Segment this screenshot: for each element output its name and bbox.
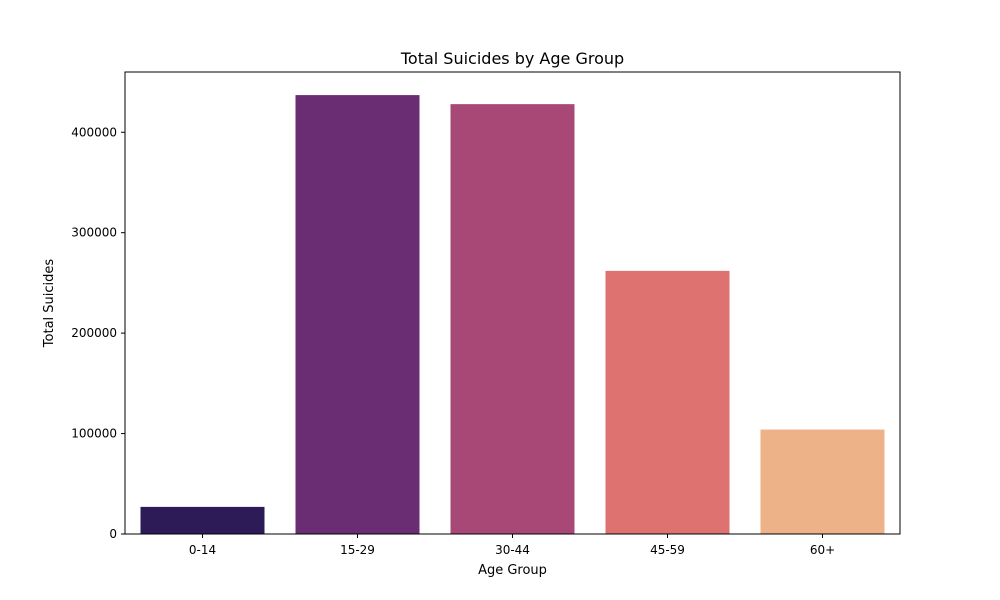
x-tick-label: 0-14 xyxy=(189,543,216,557)
x-tick-label: 15-29 xyxy=(340,543,375,557)
y-tick-label: 100000 xyxy=(71,427,117,441)
x-tick-label: 60+ xyxy=(810,543,835,557)
x-tick-label: 45-59 xyxy=(650,543,685,557)
y-tick-label: 200000 xyxy=(71,326,117,340)
bar-30-44 xyxy=(450,104,575,534)
x-tick-label: 30-44 xyxy=(495,543,530,557)
x-axis: 0-14 15-29 30-44 45-59 60+ xyxy=(189,534,835,557)
bar-45-59 xyxy=(605,270,730,534)
bar-15-29 xyxy=(295,95,420,534)
x-axis-label: Age Group xyxy=(478,563,547,578)
chart-title: Total Suicides by Age Group xyxy=(400,49,624,68)
y-tick-label: 300000 xyxy=(71,226,117,240)
y-axis: 0 100000 200000 300000 400000 xyxy=(71,125,125,541)
y-tick-label: 0 xyxy=(109,527,117,541)
y-tick-label: 400000 xyxy=(71,125,117,139)
bar-0-14 xyxy=(140,506,265,534)
bars-group xyxy=(140,95,885,534)
bar-60+ xyxy=(760,429,885,534)
y-axis-label: Total Suicides xyxy=(42,259,57,349)
